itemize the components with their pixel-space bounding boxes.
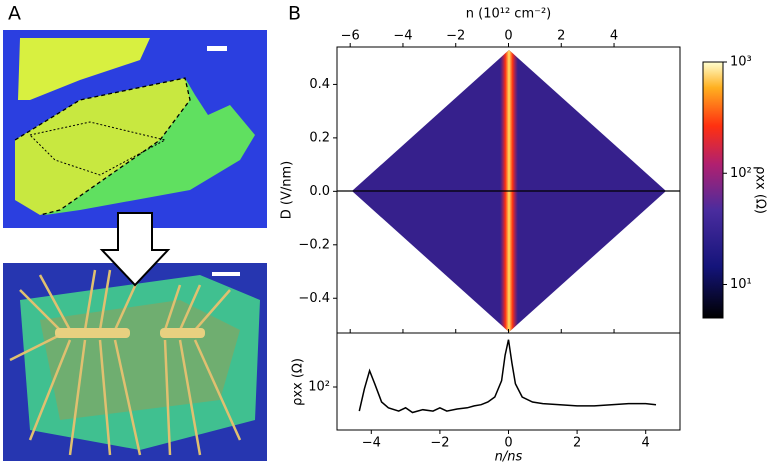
x-axis-title: n/ns — [495, 450, 523, 465]
x-tick-label: 0 — [504, 436, 512, 451]
y-tick-label: −0.4 — [298, 291, 330, 306]
x-tick-label: 2 — [557, 29, 565, 44]
data-line — [358, 339, 657, 414]
colorbar-title: ρxx (Ω) — [753, 166, 768, 214]
x-tick-label: −4 — [393, 29, 412, 44]
micrograph-bottom — [3, 263, 267, 461]
arrow — [99, 212, 171, 287]
colorbar-tick-label: 10³ — [730, 55, 752, 70]
x-tick-label: −6 — [341, 29, 360, 44]
line-frame — [336, 332, 681, 431]
heatmap-image — [352, 50, 666, 332]
x-axis-title: n (10¹² cm⁻²) — [466, 7, 552, 22]
colorbar-tick-label: 10² — [730, 166, 752, 181]
panel-label: A — [8, 3, 21, 25]
y-axis-title: D (V/nm) — [280, 161, 295, 219]
x-tick-label: −4 — [362, 436, 381, 451]
colorbar — [702, 61, 724, 319]
x-tick-label: 4 — [642, 436, 650, 451]
y-tick-label: 0.4 — [309, 77, 330, 92]
y-tick-label: 0.2 — [309, 130, 330, 145]
micrograph-top — [3, 30, 267, 228]
colorbar-tick-label: 10¹ — [730, 277, 752, 292]
x-tick-label: 4 — [610, 29, 618, 44]
x-tick-label: −2 — [430, 436, 449, 451]
panel-label: B — [288, 3, 301, 25]
x-tick-label: 0 — [504, 29, 512, 44]
y-tick-label: 0.0 — [309, 184, 330, 199]
y-axis-title: ρxx (Ω) — [291, 358, 306, 406]
y-tick-label: −0.2 — [298, 237, 330, 252]
y-tick-label: 10² — [308, 379, 330, 394]
x-tick-label: −2 — [446, 29, 465, 44]
x-tick-label: 2 — [573, 436, 581, 451]
